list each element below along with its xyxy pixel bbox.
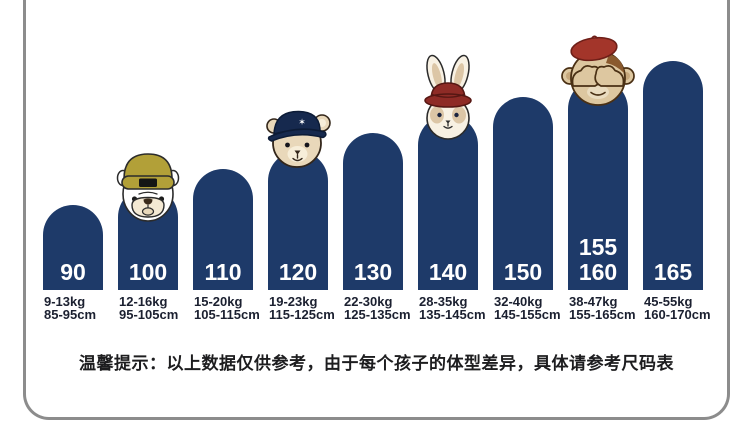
size-label: 130 [353,259,393,286]
height-range-label: 105-115cm [194,307,260,323]
height-range-label: 125-135cm [344,307,411,323]
size-label: 90 [60,259,86,286]
size-bar-shape: 140 [418,115,478,290]
monkey-mascot-icon [561,35,635,106]
range-labels: 19-23kg 115-125cm [269,295,335,322]
height-range-label: 135-145cm [419,307,486,323]
mascot-slot [415,53,481,148]
size-bar-shape: 130 [343,133,403,290]
weight-range-label: 19-23kg [269,294,318,309]
range-labels: 38-47kg 155-165cm [569,295,636,322]
size-bar-120: ✶ 120 19-23kg 115-125cm [266,110,335,322]
size-label: 155 160 [578,234,618,286]
range-labels: 45-55kg 160-170cm [644,295,711,322]
size-label: 140 [428,259,468,286]
size-bar-140: 140 28-35kg 135-145cm [418,54,486,322]
height-range-label: 85-95cm [44,307,97,323]
weight-range-label: 32-40kg [494,294,543,309]
height-range-label: 145-155cm [494,307,561,323]
mascot-slot [561,35,635,112]
mascot-slot [116,146,180,229]
size-bar-shape: 155 160 [568,79,628,290]
range-labels: 22-30kg 125-135cm [344,295,411,322]
weight-range-label: 28-35kg [419,294,468,309]
disclaimer-note: 温馨提示：以上数据仅供参考，由于每个孩子的体型差异，具体请参考尺码表 [79,354,674,373]
size-bar-150: 150 32-40kg 145-155cm [493,97,561,322]
weight-range-label: 12-16kg [119,294,168,309]
cap-star-logo: ✶ [298,117,306,127]
weight-range-label: 38-47kg [569,294,618,309]
weight-range-label: 45-55kg [644,294,693,309]
height-range-label: 160-170cm [644,307,711,323]
weight-range-label: 22-30kg [344,294,393,309]
size-label: 150 [503,259,543,286]
range-labels: 12-16kg 95-105cm [119,295,178,322]
size-bar-shape: 165 [643,61,703,290]
size-bar-130: 130 22-30kg 125-135cm [343,133,411,322]
range-labels: 9-13kg 85-95cm [44,295,96,322]
size-label: 100 [128,259,168,286]
rabbit-mascot-icon [424,54,472,140]
height-range-label: 155-165cm [569,307,636,323]
size-bar-165: 165 45-55kg 160-170cm [643,61,711,322]
bear-mascot-icon: ✶ [266,110,331,168]
size-bar-shape: 150 [493,97,553,290]
weight-range-label: 15-20kg [194,294,243,309]
weight-range-label: 9-13kg [44,294,86,309]
range-labels: 32-40kg 145-155cm [494,295,561,322]
mascot-slot: ✶ [262,106,334,173]
range-labels: 28-35kg 135-145cm [419,295,486,322]
size-label: 110 [204,259,242,286]
size-label: 165 [653,259,693,286]
size-bar-110: 110 15-20kg 105-115cm [193,169,260,322]
height-range-label: 115-125cm [269,307,335,323]
size-bar-90: 90 9-13kg 85-95cm [43,205,103,322]
size-bar-155-160: 155 160 38-47kg 155-165cm [561,35,636,322]
size-bar-shape: 110 [193,169,253,290]
size-bar-shape: 90 [43,205,103,290]
size-bar-100: 100 12-16kg 95-105cm [116,153,180,322]
range-labels: 15-20kg 105-115cm [194,295,260,322]
size-bar-shape: 120 [268,151,328,290]
size-label: 120 [278,259,318,286]
bulldog-mascot-icon [116,153,180,222]
height-range-label: 95-105cm [119,307,179,323]
